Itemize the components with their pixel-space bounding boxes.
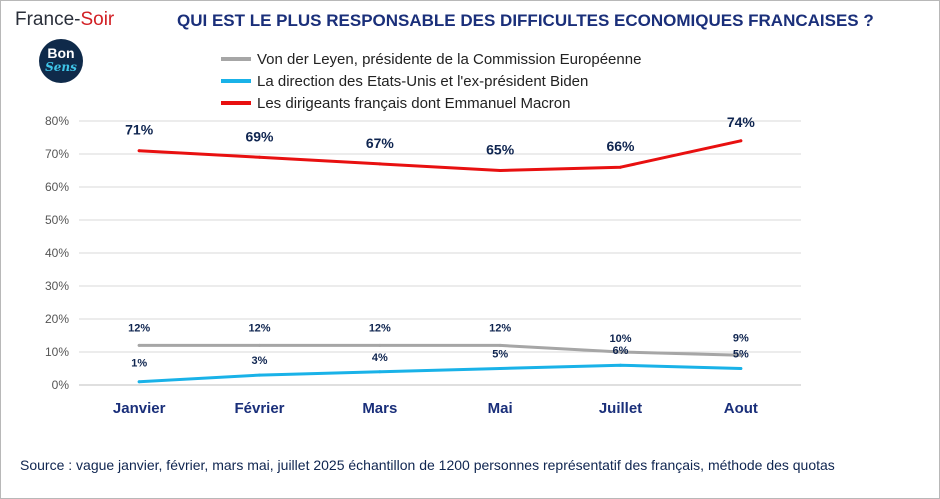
data-label-2-1: 69% <box>245 128 274 144</box>
y-tick-label-6: 60% <box>45 180 69 194</box>
y-tick-label-8: 80% <box>45 114 69 128</box>
data-point-2-1 <box>258 155 261 159</box>
data-label-0-5: 9% <box>733 332 749 344</box>
legend-item-2: Les dirigeants français dont Emmanuel Ma… <box>221 92 641 114</box>
data-label-1-1: 3% <box>252 355 268 367</box>
series-line-0 <box>137 343 743 357</box>
data-point-0-2 <box>378 343 382 347</box>
brand-logo: France-Soir <box>15 9 114 31</box>
data-point-0-4 <box>619 350 622 354</box>
brand-suffix: Soir <box>80 9 115 30</box>
source-note: Source : vague janvier, février, mars ma… <box>20 457 835 473</box>
chart-legend: Von der Leyen, présidente de la Commissi… <box>221 48 641 114</box>
data-point-2-4 <box>619 165 622 169</box>
bon-sens-logo: Bon Sens <box>39 39 83 83</box>
y-tick-label-5: 50% <box>45 213 69 227</box>
brand-prefix: France- <box>15 9 81 30</box>
legend-swatch-1 <box>221 79 251 83</box>
data-label-2-2: 67% <box>366 135 395 151</box>
data-label-0-0: 12% <box>128 322 150 334</box>
y-tick-label-3: 30% <box>45 279 69 293</box>
data-point-0-3 <box>498 343 502 347</box>
x-tick-label-1: Février <box>234 400 284 417</box>
data-label-0-2: 12% <box>369 322 391 334</box>
data-label-0-3: 12% <box>489 322 511 334</box>
legend-item-0: Von der Leyen, présidente de la Commissi… <box>221 48 641 70</box>
x-tick-label-0: Janvier <box>113 400 166 417</box>
y-tick-label-7: 70% <box>45 147 69 161</box>
y-tick-label-0: 0% <box>52 378 70 392</box>
data-point-1-4 <box>619 363 622 367</box>
logo-line2: Sens <box>45 60 77 74</box>
y-tick-label-2: 20% <box>45 312 69 326</box>
legend-swatch-2 <box>221 101 251 105</box>
data-label-2-3: 65% <box>486 142 515 158</box>
series-line-1 <box>137 363 743 384</box>
data-point-2-2 <box>378 162 382 166</box>
data-point-2-0 <box>137 149 141 153</box>
data-point-2-3 <box>498 169 502 172</box>
data-point-0-1 <box>258 343 261 347</box>
legend-swatch-0 <box>221 57 251 61</box>
legend-label-1: La direction des Etats-Unis et l'ex-prés… <box>257 72 589 90</box>
data-point-1-1 <box>258 373 261 377</box>
data-label-0-1: 12% <box>248 322 270 334</box>
data-label-1-0: 1% <box>131 358 147 370</box>
legend-item-1: La direction des Etats-Unis et l'ex-prés… <box>221 70 641 92</box>
logo-line1: Bon <box>47 45 75 61</box>
data-point-1-0 <box>137 380 141 384</box>
data-label-2-5: 74% <box>727 114 756 130</box>
data-point-1-2 <box>378 370 382 374</box>
legend-label-2: Les dirigeants français dont Emmanuel Ma… <box>257 94 571 112</box>
series-line-2 <box>137 139 743 172</box>
data-point-0-0 <box>137 343 141 347</box>
data-label-1-3: 5% <box>492 349 508 361</box>
x-tick-label-5: Aout <box>724 400 758 417</box>
x-tick-label-2: Mars <box>362 400 397 417</box>
y-tick-label-1: 10% <box>45 345 69 359</box>
data-point-1-3 <box>498 367 502 370</box>
data-point-2-5 <box>739 139 743 143</box>
data-label-2-4: 66% <box>606 138 635 154</box>
data-point-0-5 <box>739 353 743 357</box>
data-label-1-4: 6% <box>613 345 629 357</box>
chart-title: QUI EST LE PLUS RESPONSABLE DES DIFFICUL… <box>177 11 874 30</box>
legend-label-0: Von der Leyen, présidente de la Commissi… <box>257 50 642 68</box>
data-label-1-2: 4% <box>372 352 388 364</box>
data-point-1-5 <box>739 367 743 370</box>
data-label-1-5: 5% <box>733 349 749 361</box>
y-tick-label-4: 40% <box>45 246 69 260</box>
data-label-0-4: 10% <box>609 333 631 345</box>
data-label-2-0: 71% <box>125 122 154 138</box>
x-tick-label-3: Mai <box>488 400 513 417</box>
x-tick-label-4: Juillet <box>599 400 642 417</box>
